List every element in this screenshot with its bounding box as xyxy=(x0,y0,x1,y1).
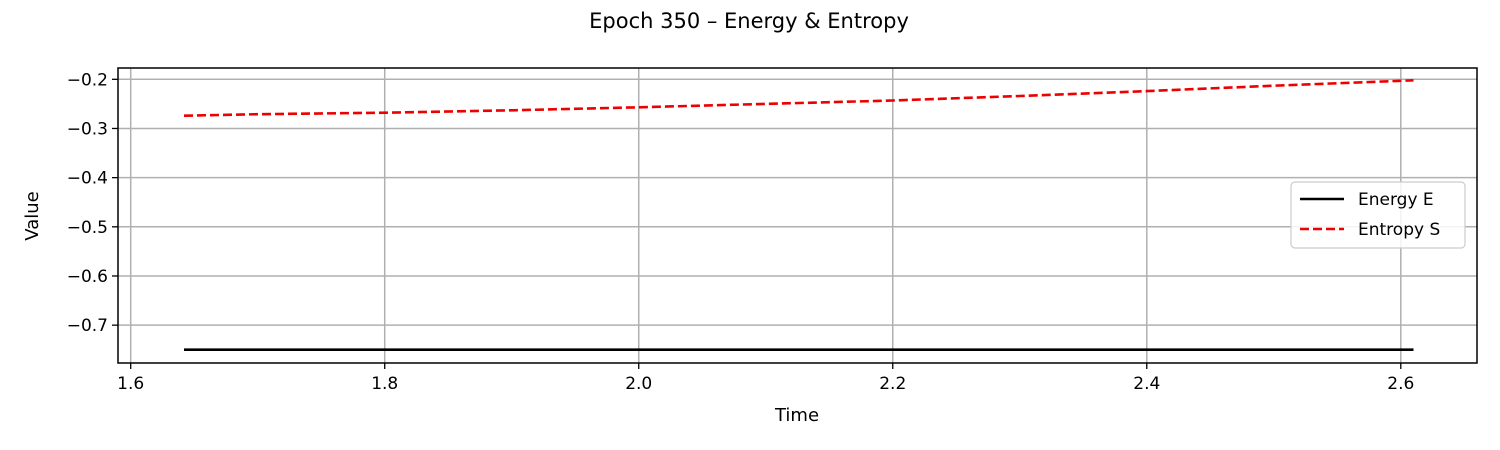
plot-grid xyxy=(118,68,1477,363)
x-tick-label: 1.8 xyxy=(371,374,398,394)
x-tick-label: 1.6 xyxy=(117,374,144,394)
x-tick-label: 2.6 xyxy=(1387,374,1414,394)
x-axis: 1.6 1.8 2.0 2.2 2.4 2.6 xyxy=(117,363,1414,394)
axes-frame xyxy=(117,67,1478,364)
y-tick-label: −0.7 xyxy=(67,316,108,336)
y-tick-label: −0.6 xyxy=(67,267,108,287)
series-line-entropy xyxy=(183,79,1414,117)
series-layer xyxy=(183,79,1414,352)
legend-label: Energy E xyxy=(1358,190,1434,210)
chart-title: Epoch 350 – Energy & Entropy xyxy=(589,9,909,33)
y-tick-label: −0.3 xyxy=(67,119,108,139)
x-tick-label: 2.2 xyxy=(879,374,906,394)
y-tick-label: −0.2 xyxy=(67,70,108,90)
legend: Energy E Entropy S xyxy=(1290,181,1466,249)
y-axis-label: Value xyxy=(22,191,43,240)
y-axis: −0.7 −0.6 −0.5 −0.4 −0.3 −0.2 xyxy=(67,70,118,336)
y-tick-label: −0.5 xyxy=(67,218,108,238)
y-tick-label: −0.4 xyxy=(67,169,108,189)
x-tick-label: 2.0 xyxy=(625,374,652,394)
legend-label: Entropy S xyxy=(1358,220,1440,240)
x-tick-label: 2.4 xyxy=(1133,374,1160,394)
x-axis-label: Time xyxy=(774,405,819,426)
